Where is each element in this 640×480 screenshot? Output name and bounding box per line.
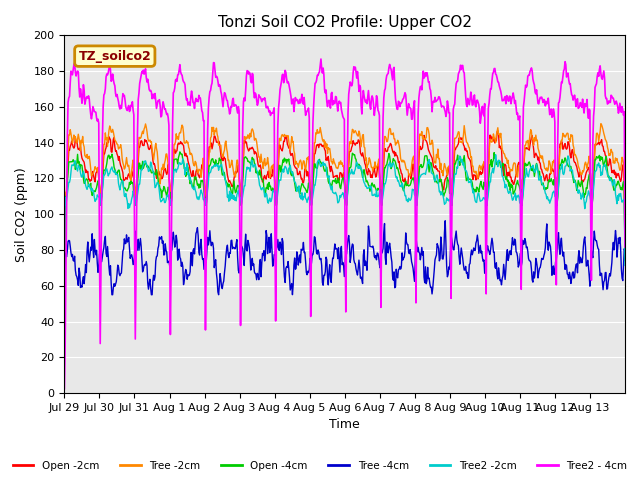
- Open -4cm: [435, 180, 442, 186]
- Text: TZ_soilco2: TZ_soilco2: [79, 49, 151, 63]
- Open -2cm: [403, 182, 410, 188]
- Tree2 -2cm: [403, 198, 410, 204]
- Line: Open -4cm: Open -4cm: [65, 152, 625, 263]
- Tree -4cm: [126, 255, 134, 261]
- Tree2 - 4cm: [317, 56, 324, 62]
- Open -4cm: [126, 181, 134, 187]
- Tree2 - 4cm: [229, 96, 237, 101]
- Open -2cm: [229, 181, 237, 187]
- Tree2 - 4cm: [257, 96, 265, 102]
- Tree -4cm: [621, 250, 629, 256]
- Legend: Open -2cm, Tree -2cm, Open -4cm, Tree -4cm, Tree2 -2cm, Tree2 - 4cm: Open -2cm, Tree -2cm, Open -4cm, Tree -4…: [8, 456, 632, 475]
- Open -4cm: [403, 182, 411, 188]
- Open -2cm: [434, 168, 442, 174]
- Tree2 -2cm: [257, 186, 265, 192]
- Tree2 - 4cm: [126, 107, 134, 113]
- Tree -2cm: [621, 253, 629, 259]
- Y-axis label: Soil CO2 (ppm): Soil CO2 (ppm): [15, 167, 28, 262]
- Tree -4cm: [403, 239, 410, 245]
- Tree2 -2cm: [278, 168, 286, 174]
- Tree2 - 4cm: [403, 112, 411, 118]
- Tree -2cm: [597, 121, 605, 127]
- Tree -4cm: [61, 292, 68, 298]
- Tree -4cm: [229, 244, 237, 250]
- Open -2cm: [126, 175, 134, 181]
- Tree -2cm: [434, 146, 442, 152]
- Tree2 -2cm: [61, 262, 68, 267]
- Tree -2cm: [257, 151, 265, 157]
- Tree -4cm: [257, 274, 265, 280]
- Open -2cm: [621, 257, 629, 263]
- Tree -2cm: [126, 174, 134, 180]
- Tree -2cm: [403, 167, 410, 173]
- Title: Tonzi Soil CO2 Profile: Upper CO2: Tonzi Soil CO2 Profile: Upper CO2: [218, 15, 472, 30]
- Open -2cm: [257, 166, 265, 171]
- Open -4cm: [621, 258, 629, 264]
- Tree -2cm: [229, 168, 237, 174]
- Tree2 -2cm: [492, 152, 499, 157]
- Open -4cm: [279, 157, 287, 163]
- Line: Tree -4cm: Tree -4cm: [65, 221, 625, 295]
- Line: Tree -2cm: Tree -2cm: [65, 124, 625, 264]
- Tree -2cm: [278, 132, 286, 137]
- Tree2 -2cm: [434, 177, 442, 182]
- Tree -2cm: [61, 261, 68, 266]
- Line: Tree2 -2cm: Tree2 -2cm: [65, 155, 625, 265]
- Tree -4cm: [278, 236, 286, 241]
- Open -2cm: [278, 148, 286, 154]
- Open -2cm: [61, 260, 68, 266]
- Tree2 -2cm: [126, 202, 134, 207]
- Tree -4cm: [442, 218, 449, 224]
- Line: Open -2cm: Open -2cm: [65, 131, 625, 263]
- Open -4cm: [230, 178, 238, 184]
- Open -4cm: [258, 177, 266, 182]
- Open -4cm: [61, 260, 68, 266]
- Open -2cm: [494, 128, 502, 133]
- Tree -4cm: [434, 243, 442, 249]
- Tree2 -2cm: [229, 196, 237, 202]
- Line: Tree2 - 4cm: Tree2 - 4cm: [65, 59, 625, 389]
- Tree2 -2cm: [621, 263, 629, 268]
- Tree2 - 4cm: [621, 244, 629, 250]
- Open -4cm: [176, 149, 184, 155]
- Tree2 - 4cm: [61, 386, 68, 392]
- X-axis label: Time: Time: [330, 419, 360, 432]
- Tree2 - 4cm: [435, 94, 442, 100]
- Tree2 - 4cm: [278, 72, 286, 78]
